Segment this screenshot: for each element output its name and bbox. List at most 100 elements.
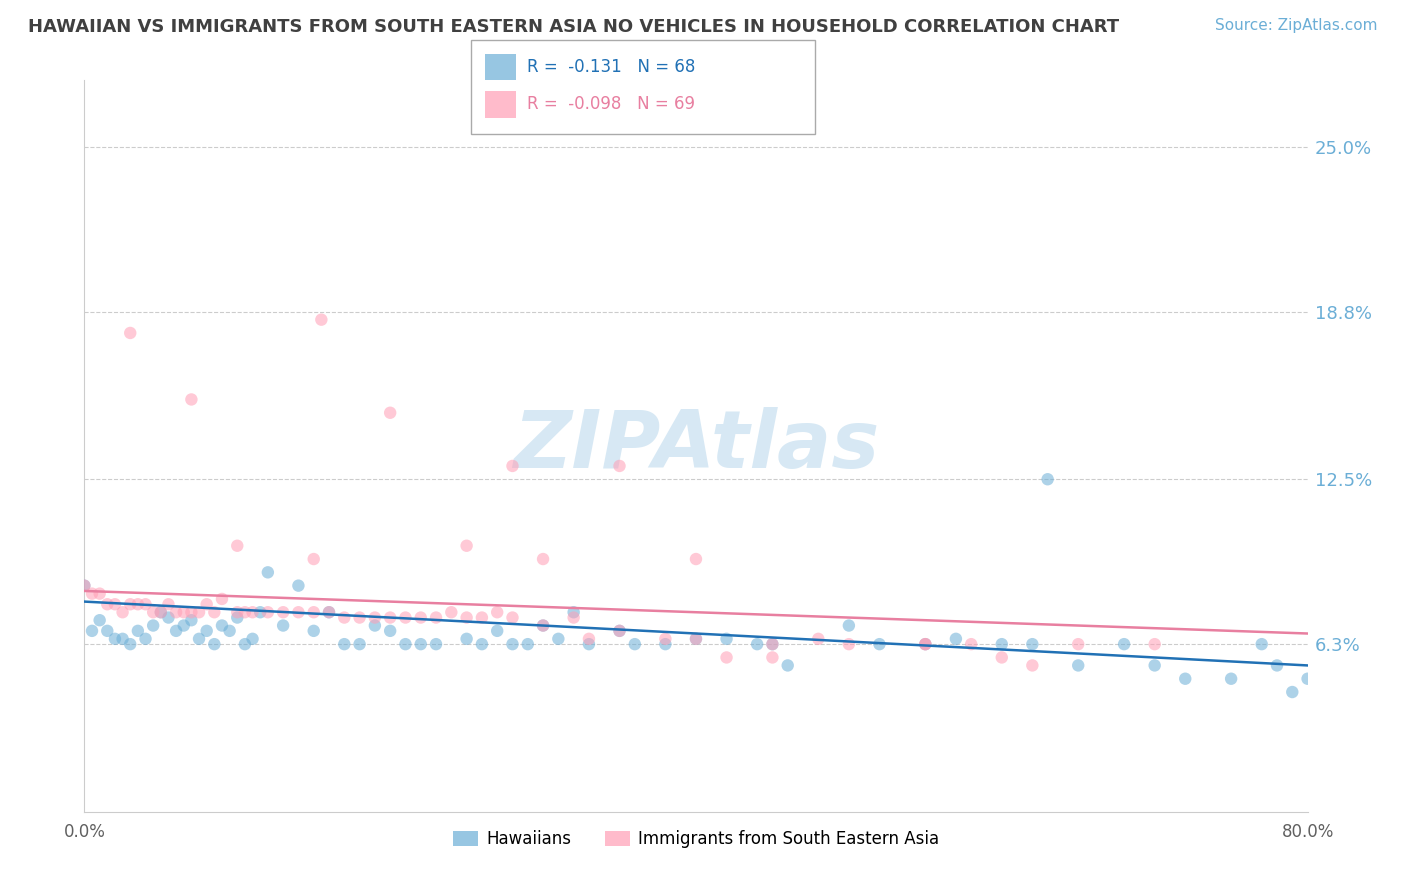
Point [486, 624, 509, 638]
Point [233, 605, 256, 619]
Point [440, 605, 463, 619]
Text: ZIPAtlas: ZIPAtlas [513, 407, 879, 485]
Point [425, 610, 447, 624]
Point [120, 597, 142, 611]
Point [302, 552, 325, 566]
Point [1296, 672, 1319, 686]
Point [471, 610, 494, 624]
Point [531, 552, 554, 566]
Point [80, 624, 103, 638]
Text: HAWAIIAN VS IMMIGRANTS FROM SOUTH EASTERN ASIA NO VEHICLES IN HOUSEHOLD CORRELAT: HAWAIIAN VS IMMIGRANTS FROM SOUTH EASTER… [28, 18, 1119, 36]
Point [302, 624, 325, 638]
Point [654, 637, 676, 651]
Point [349, 637, 371, 651]
Point [202, 637, 225, 651]
Point [425, 637, 447, 651]
Point [318, 605, 340, 619]
Point [195, 597, 218, 611]
Point [233, 637, 256, 651]
Point [502, 610, 524, 624]
Point [761, 650, 783, 665]
Point [578, 632, 600, 646]
Point [716, 650, 738, 665]
Point [257, 605, 280, 619]
Point [716, 632, 738, 646]
Point [149, 605, 172, 619]
Point [838, 618, 860, 632]
Point [914, 637, 936, 651]
Point [502, 458, 524, 473]
Point [1067, 637, 1090, 651]
Point [180, 613, 202, 627]
Point [242, 632, 264, 646]
Point [471, 637, 494, 651]
Point [609, 624, 631, 638]
Point [838, 637, 860, 651]
Point [211, 618, 233, 632]
Point [271, 618, 294, 632]
Point [486, 605, 509, 619]
Point [380, 406, 402, 420]
Point [311, 312, 333, 326]
Point [1143, 658, 1166, 673]
Point [226, 539, 249, 553]
Point [685, 632, 707, 646]
Point [807, 632, 830, 646]
Point [609, 458, 631, 473]
Point [562, 605, 585, 619]
Point [89, 586, 111, 600]
Point [914, 637, 936, 651]
Point [157, 597, 180, 611]
Point [409, 610, 432, 624]
Point [456, 539, 478, 553]
Point [531, 618, 554, 632]
Point [578, 637, 600, 651]
Point [333, 637, 356, 651]
Point [685, 632, 707, 646]
Point [502, 637, 524, 651]
Point [195, 624, 218, 638]
Point [73, 579, 96, 593]
Point [869, 637, 891, 651]
Point [333, 610, 356, 624]
Point [218, 624, 240, 638]
Point [120, 637, 142, 651]
Point [1250, 637, 1272, 651]
Point [96, 624, 118, 638]
Point [127, 597, 149, 611]
Point [1021, 658, 1043, 673]
Point [165, 624, 187, 638]
Point [562, 610, 585, 624]
Point [747, 637, 769, 651]
Point [173, 605, 195, 619]
Point [960, 637, 983, 651]
Point [211, 591, 233, 606]
Point [80, 586, 103, 600]
Point [104, 632, 127, 646]
Point [257, 566, 280, 580]
Point [180, 392, 202, 407]
Point [685, 552, 707, 566]
Point [531, 618, 554, 632]
Point [271, 605, 294, 619]
Point [149, 605, 172, 619]
Point [456, 610, 478, 624]
Point [202, 605, 225, 619]
Point [89, 613, 111, 627]
Text: R =  -0.098   N = 69: R = -0.098 N = 69 [527, 95, 695, 113]
Point [104, 597, 127, 611]
Point [624, 637, 647, 651]
Point [135, 632, 157, 646]
Point [349, 610, 371, 624]
Point [516, 637, 538, 651]
Point [157, 610, 180, 624]
Point [1174, 672, 1197, 686]
Point [364, 618, 387, 632]
Point [654, 632, 676, 646]
Point [409, 637, 432, 651]
Point [165, 605, 187, 619]
Point [188, 605, 211, 619]
Point [547, 632, 569, 646]
Point [364, 610, 387, 624]
Point [226, 610, 249, 624]
